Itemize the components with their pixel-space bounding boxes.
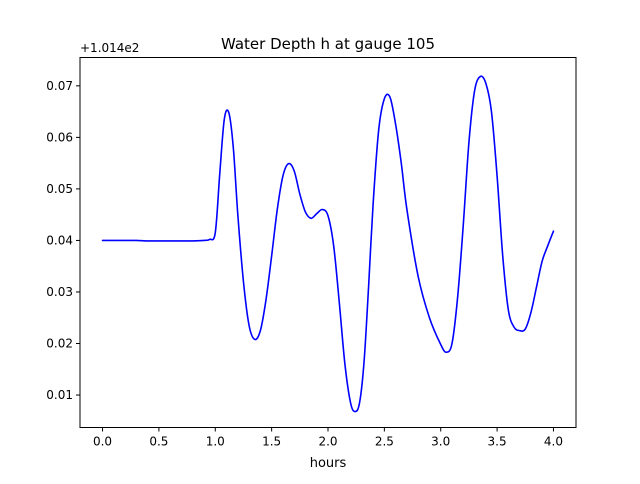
x-tick-label: 1.0 bbox=[206, 435, 225, 449]
plot-area bbox=[101, 75, 555, 413]
x-tick-label: 0.5 bbox=[149, 435, 168, 449]
y-tick-label: 0.01 bbox=[46, 388, 73, 402]
y-tick-label: 0.07 bbox=[46, 79, 73, 93]
x-tick-label: 3.5 bbox=[488, 435, 507, 449]
y-tick-label: 0.03 bbox=[46, 285, 73, 299]
x-tick-label: 3.0 bbox=[431, 435, 450, 449]
chart-title: Water Depth h at gauge 105 bbox=[221, 35, 435, 53]
axes-frame bbox=[79, 57, 577, 428]
x-tick-label: 0.0 bbox=[93, 435, 112, 449]
series-line bbox=[101, 75, 555, 413]
y-tick-label: 0.05 bbox=[46, 182, 73, 196]
x-tick-label: 4.0 bbox=[544, 435, 563, 449]
x-tick-label: 2.5 bbox=[375, 435, 394, 449]
x-tick-label: 1.5 bbox=[262, 435, 281, 449]
axis-ticks: 0.0 0.5 1.0 1.5 2.0 2.5 3.0 3.5 4.0 0.01 0.02 0.03 0… bbox=[46, 79, 563, 449]
y-tick-label: 0.06 bbox=[46, 130, 73, 144]
x-axis-label: hours bbox=[310, 456, 347, 471]
y-tick-label: 0.04 bbox=[46, 233, 73, 247]
y-offset-label: +1.014e2 bbox=[80, 41, 139, 55]
x-tick-label: 2.0 bbox=[318, 435, 337, 449]
y-tick-label: 0.02 bbox=[46, 337, 73, 351]
